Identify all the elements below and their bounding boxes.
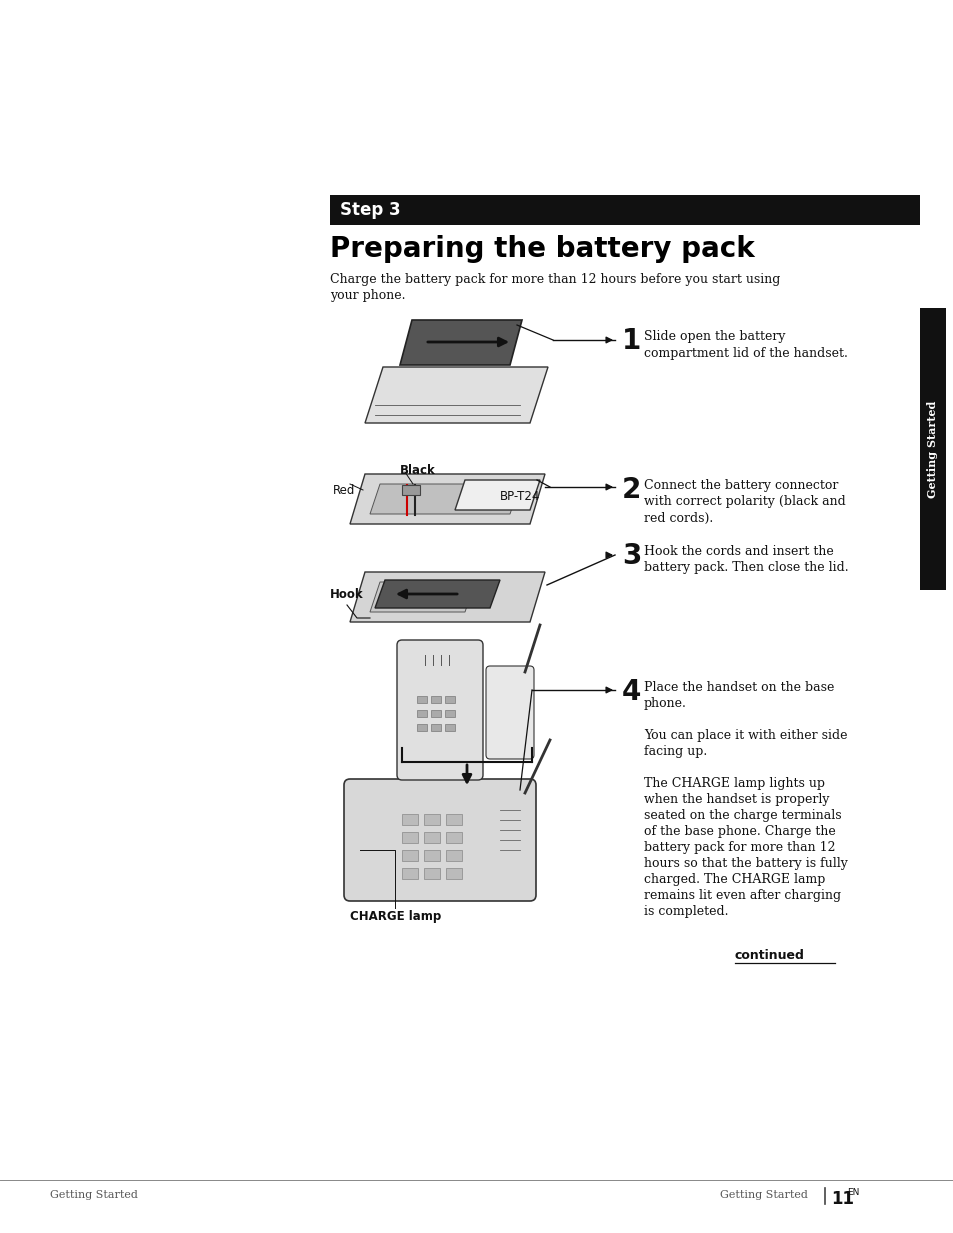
Bar (446, 814, 461, 825)
Polygon shape (455, 480, 539, 510)
Bar (446, 868, 461, 879)
Text: Getting Started: Getting Started (926, 401, 938, 498)
Text: Preparing the battery pack: Preparing the battery pack (330, 236, 754, 263)
Bar (431, 710, 440, 718)
Bar (401, 814, 417, 825)
Bar (401, 850, 417, 861)
Polygon shape (370, 582, 475, 612)
Bar (416, 710, 427, 718)
Bar (446, 850, 461, 861)
Text: CHARGE lamp: CHARGE lamp (350, 910, 441, 924)
Bar (401, 868, 417, 879)
Text: Black: Black (399, 464, 436, 477)
Bar (401, 485, 419, 494)
Text: Hook: Hook (330, 588, 363, 602)
Text: 2: 2 (621, 476, 640, 504)
Text: 4: 4 (621, 678, 640, 707)
Bar (330, 195, 919, 224)
Bar (444, 724, 455, 731)
Polygon shape (375, 580, 499, 608)
Text: Red: Red (333, 485, 355, 497)
FancyBboxPatch shape (344, 779, 536, 901)
Polygon shape (399, 321, 521, 365)
Text: Connect the battery connector
with correct polarity (black and
red cords).: Connect the battery connector with corre… (643, 478, 845, 525)
Text: Getting Started: Getting Started (720, 1190, 807, 1200)
Text: Hook the cords and insert the
battery pack. Then close the lid.: Hook the cords and insert the battery pa… (643, 545, 848, 575)
Polygon shape (365, 367, 547, 423)
Bar (423, 832, 439, 843)
Text: Charge the battery pack for more than 12 hours before you start using
your phone: Charge the battery pack for more than 12… (330, 272, 780, 302)
Text: continued: continued (734, 949, 804, 962)
Text: 1: 1 (621, 327, 640, 355)
Bar (444, 710, 455, 718)
Bar (444, 695, 455, 703)
Bar (431, 724, 440, 731)
FancyBboxPatch shape (485, 666, 534, 760)
Text: Step 3: Step 3 (339, 201, 400, 219)
Bar (446, 832, 461, 843)
Polygon shape (370, 485, 519, 514)
Bar (919, 308, 945, 591)
Polygon shape (350, 572, 544, 621)
FancyBboxPatch shape (396, 640, 482, 780)
Bar (416, 724, 427, 731)
Bar (431, 695, 440, 703)
Bar (423, 868, 439, 879)
Polygon shape (350, 473, 544, 524)
Text: 3: 3 (621, 543, 640, 570)
Bar (416, 695, 427, 703)
Text: Getting Started: Getting Started (50, 1190, 138, 1200)
Text: Slide open the battery
compartment lid of the handset.: Slide open the battery compartment lid o… (643, 330, 847, 360)
Text: 11: 11 (830, 1190, 853, 1208)
Bar (423, 850, 439, 861)
Text: BP-T24: BP-T24 (499, 491, 539, 503)
Text: Place the handset on the base
phone.

You can place it with either side
facing u: Place the handset on the base phone. You… (643, 681, 847, 919)
Text: EN: EN (846, 1189, 859, 1197)
Bar (423, 814, 439, 825)
Bar (401, 832, 417, 843)
